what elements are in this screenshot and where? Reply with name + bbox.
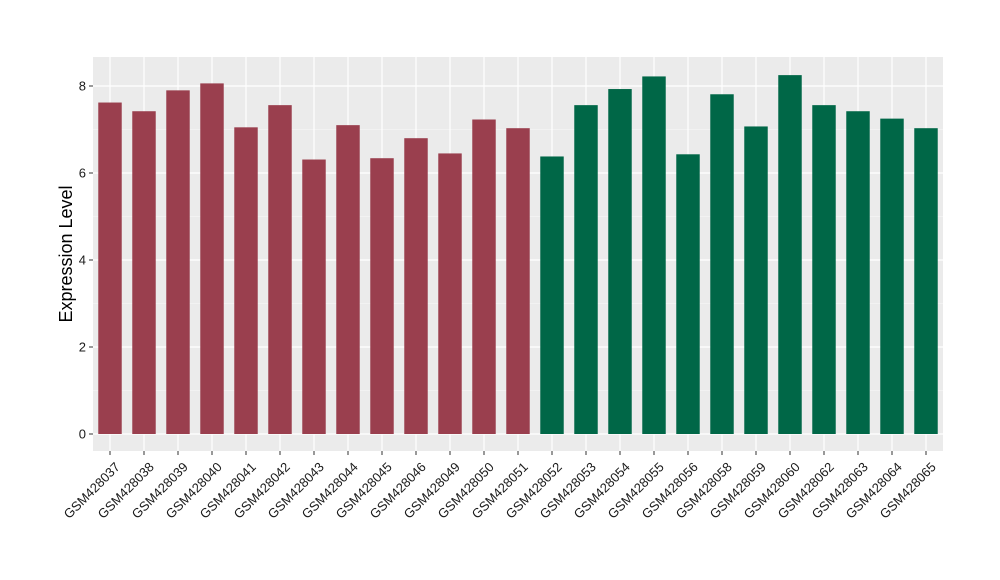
y-tick-label: 4 (79, 253, 86, 268)
bar (506, 128, 530, 434)
bar (438, 153, 462, 435)
bar (132, 111, 156, 434)
bars (98, 75, 938, 435)
y-axis: 0 2 4 6 8 (79, 79, 93, 442)
bar (302, 159, 326, 434)
bar (744, 126, 768, 434)
y-axis-title: Expression Level (56, 185, 76, 322)
bar (98, 102, 122, 434)
bar (710, 94, 734, 434)
y-tick-label: 2 (79, 340, 86, 355)
bar (608, 89, 632, 435)
y-tick-label: 8 (79, 79, 86, 94)
bar (404, 138, 428, 434)
x-axis: GSM428037GSM428038GSM428039GSM428040GSM4… (61, 451, 939, 522)
bar (642, 76, 666, 435)
bar (540, 156, 564, 434)
bar (574, 105, 598, 434)
bar (166, 90, 190, 434)
bar (268, 105, 292, 434)
bar (812, 105, 836, 434)
bar (234, 127, 258, 434)
bar (880, 118, 904, 434)
bar (778, 75, 802, 434)
bar (370, 158, 394, 434)
bar (914, 128, 938, 434)
bar (676, 154, 700, 435)
bar (336, 125, 360, 435)
bar (200, 83, 224, 434)
y-tick-label: 6 (79, 166, 86, 181)
y-tick-label: 0 (79, 427, 86, 442)
bar (846, 111, 870, 434)
bar (472, 119, 496, 435)
